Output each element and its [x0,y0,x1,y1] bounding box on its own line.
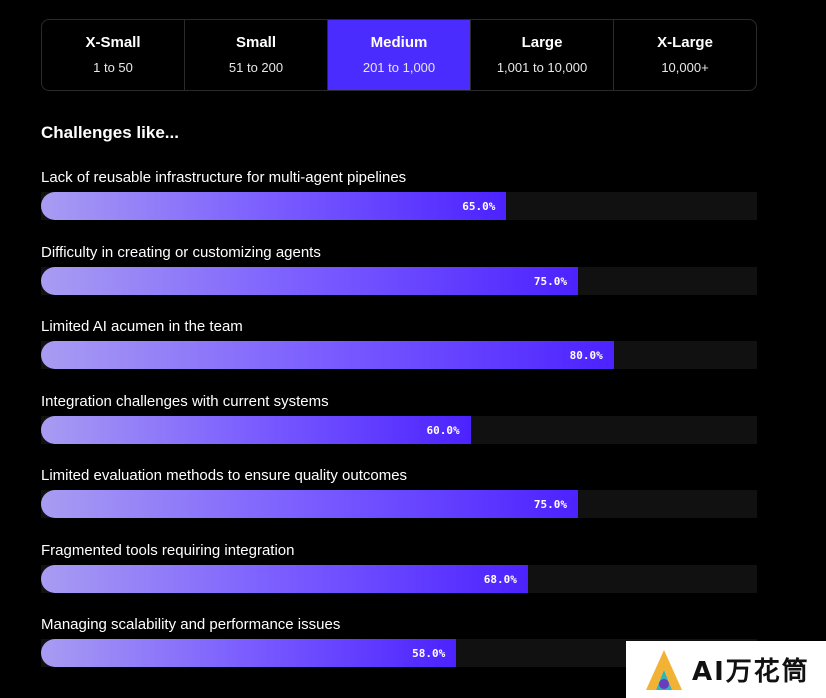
progress-track: 60.0% [41,416,757,444]
challenge-item: Fragmented tools requiring integration 6… [41,542,757,593]
tab-label: Medium [370,34,428,51]
tab-x-small[interactable]: X-Small 1 to 50 [42,20,185,90]
progress-fill: 75.0% [41,267,578,295]
percent-label: 80.0% [569,348,603,362]
progress-fill: 65.0% [41,192,507,220]
percent-label: 58.0% [412,646,446,660]
percent-label: 60.0% [426,423,460,437]
watermark-emblem-icon [646,649,682,690]
tab-label: X-Large [657,34,713,51]
progress-fill: 75.0% [41,490,578,518]
challenge-label: Lack of reusable infrastructure for mult… [41,169,407,186]
progress-track: 75.0% [41,267,757,295]
watermark-logo: AI万花筒 [626,641,826,698]
challenge-label: Difficulty in creating or customizing ag… [41,244,321,261]
tab-label: Large [521,34,563,51]
tab-large[interactable]: Large 1,001 to 10,000 [471,20,614,90]
percent-label: 68.0% [483,572,517,586]
progress-track: 65.0% [41,192,757,220]
tab-range: 1 to 50 [93,60,133,75]
tab-range: 10,000+ [661,60,709,75]
tab-small[interactable]: Small 51 to 200 [185,20,328,90]
tab-label: X-Small [85,34,141,51]
tab-range: 1,001 to 10,000 [496,60,588,75]
challenge-label: Limited AI acumen in the team [41,318,243,335]
progress-fill: 58.0% [41,639,457,667]
challenge-label: Managing scalability and performance iss… [41,616,341,633]
percent-label: 75.0% [533,274,567,288]
progress-track: 68.0% [41,565,757,593]
tab-range: 51 to 200 [228,60,284,75]
challenge-label: Limited evaluation methods to ensure qua… [41,467,408,484]
challenge-item: Integration challenges with current syst… [41,393,757,444]
progress-fill: 80.0% [41,341,614,369]
challenge-item: Managing scalability and performance iss… [41,616,757,667]
percent-label: 65.0% [462,199,496,213]
progress-track: 80.0% [41,341,757,369]
section-heading: Challenges like... [41,123,179,142]
tab-label: Small [235,34,277,51]
progress-track: 75.0% [41,490,757,518]
challenge-label: Integration challenges with current syst… [41,393,329,410]
progress-fill: 60.0% [41,416,471,444]
company-size-tabs: X-Small 1 to 50 Small 51 to 200 Medium 2… [41,19,757,91]
challenge-item: Difficulty in creating or customizing ag… [41,244,757,295]
progress-fill: 68.0% [41,565,528,593]
tab-medium[interactable]: Medium 201 to 1,000 [328,20,471,90]
challenge-label: Fragmented tools requiring integration [41,542,295,559]
challenge-item: Lack of reusable infrastructure for mult… [41,169,757,220]
tab-x-large[interactable]: X-Large 10,000+ [614,20,756,90]
challenge-item: Limited AI acumen in the team 80.0% [41,318,757,369]
challenge-item: Limited evaluation methods to ensure qua… [41,467,757,518]
tab-range: 201 to 1,000 [362,60,436,75]
percent-label: 75.0% [533,497,567,511]
watermark-text: AI万花筒 [692,657,810,687]
